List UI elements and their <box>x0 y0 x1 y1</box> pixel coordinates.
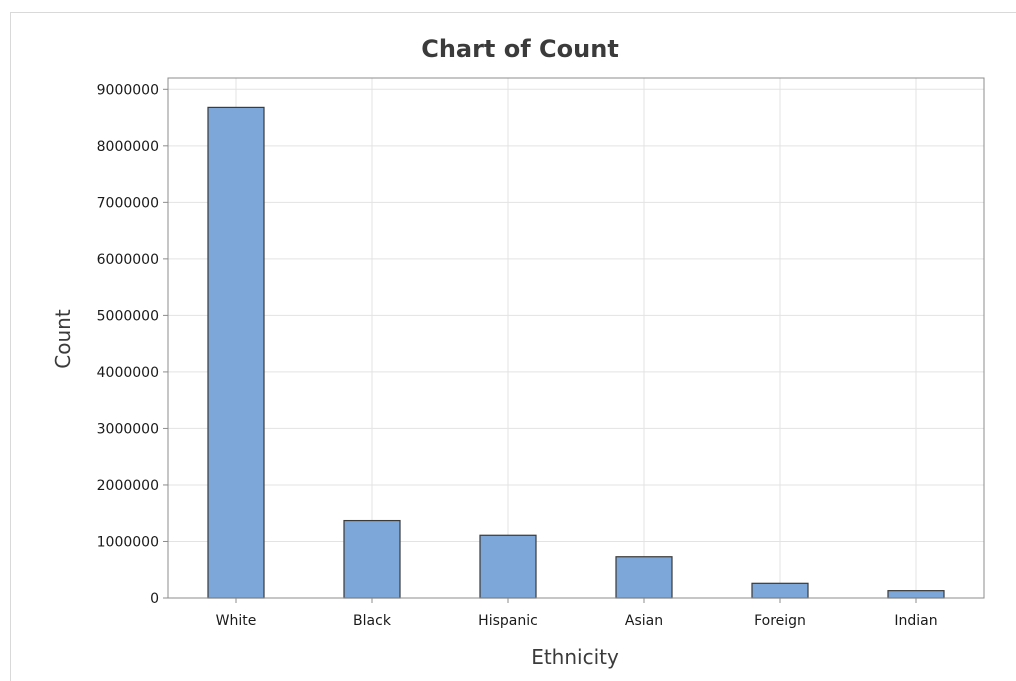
x-axis-title: Ethnicity <box>531 645 619 669</box>
y-tick-label: 6000000 <box>97 252 159 268</box>
y-tick-label: 8000000 <box>97 139 159 155</box>
y-axis-ticks: 0 1000000 2000000 3000000 4000000 5000000 6000… <box>97 82 168 607</box>
bar-asian <box>615 556 673 599</box>
x-tick-label: Foreign <box>754 613 806 629</box>
bars <box>207 106 945 599</box>
x-tick-label: Hispanic <box>478 613 538 629</box>
y-axis-title: Count <box>51 309 75 369</box>
x-tick-label: Indian <box>894 613 937 629</box>
chart-title: Chart of Count <box>421 35 619 63</box>
y-tick-label: 2000000 <box>97 478 159 494</box>
y-tick-label: 7000000 <box>97 195 159 211</box>
bar-foreign <box>751 582 809 599</box>
x-axis-ticks: White Black Hispanic Asian Foreign Indian <box>216 598 938 629</box>
y-tick-label: 0 <box>150 591 159 607</box>
x-tick-label: Asian <box>625 613 663 629</box>
y-tick-label: 5000000 <box>97 308 159 324</box>
bar-black <box>343 519 401 599</box>
grid-lines <box>168 78 984 598</box>
y-tick-label: 9000000 <box>97 82 159 98</box>
x-tick-label: Black <box>353 613 392 629</box>
y-tick-label: 1000000 <box>97 534 159 550</box>
bar-hispanic <box>479 534 537 599</box>
bar-white <box>207 106 265 599</box>
x-tick-label: White <box>216 613 257 629</box>
plot-area-border <box>167 77 985 599</box>
chart-frame <box>10 12 1016 681</box>
bar-indian <box>887 590 945 599</box>
y-tick-label: 3000000 <box>97 421 159 437</box>
y-tick-label: 4000000 <box>97 365 159 381</box>
